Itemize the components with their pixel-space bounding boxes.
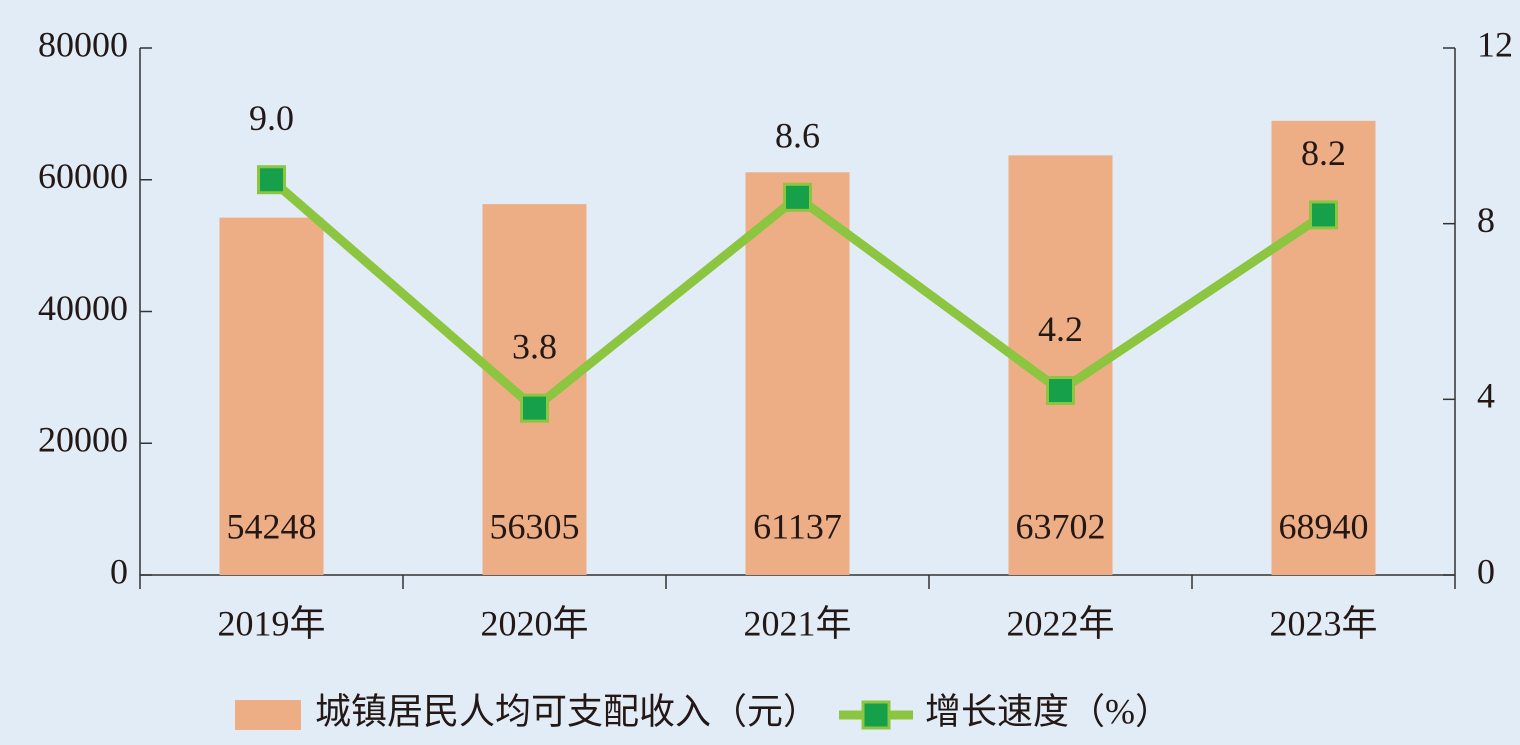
legend-label: 增长速度（%） bbox=[925, 691, 1171, 731]
y2-tick-label: 4 bbox=[1477, 376, 1495, 416]
line-marker bbox=[520, 393, 549, 423]
y-tick-label: 80000 bbox=[38, 24, 128, 64]
x-tick-label: 2022年 bbox=[1006, 603, 1114, 643]
line-value-label: 8.2 bbox=[1301, 133, 1346, 173]
y2-tick-label: 0 bbox=[1477, 551, 1495, 591]
bar bbox=[219, 217, 324, 575]
legend-swatch bbox=[235, 700, 301, 730]
line-value-label: 4.2 bbox=[1038, 309, 1083, 349]
legend-marker bbox=[861, 700, 891, 730]
bar-value-label: 68940 bbox=[1279, 506, 1369, 546]
y-tick-label: 60000 bbox=[38, 156, 128, 196]
line-value-label: 3.8 bbox=[512, 326, 557, 366]
x-tick-label: 2021年 bbox=[743, 603, 851, 643]
y-tick-label: 0 bbox=[110, 551, 128, 591]
y2-tick-label: 8 bbox=[1477, 200, 1495, 240]
line-marker bbox=[1046, 376, 1075, 406]
line-marker bbox=[257, 165, 286, 195]
line-marker bbox=[1309, 200, 1338, 230]
bar bbox=[1271, 120, 1376, 575]
y-tick-label: 20000 bbox=[38, 420, 128, 460]
x-tick-label: 2023年 bbox=[1269, 603, 1377, 643]
bar bbox=[482, 204, 587, 575]
bar-value-label: 54248 bbox=[227, 506, 317, 546]
bar bbox=[745, 172, 850, 575]
bar-value-label: 61137 bbox=[753, 506, 842, 546]
line-value-label: 9.0 bbox=[249, 98, 294, 138]
bar-value-label: 56305 bbox=[490, 506, 580, 546]
x-tick-label: 2020年 bbox=[480, 603, 588, 643]
line-marker bbox=[783, 182, 812, 212]
bar-value-label: 63702 bbox=[1016, 506, 1106, 546]
line-value-label: 8.6 bbox=[775, 116, 820, 156]
y-tick-label: 40000 bbox=[38, 288, 128, 328]
y2-tick-label: 12 bbox=[1477, 24, 1513, 64]
x-tick-label: 2019年 bbox=[217, 603, 325, 643]
legend-label: 城镇居民人均可支配收入（元） bbox=[315, 691, 819, 731]
